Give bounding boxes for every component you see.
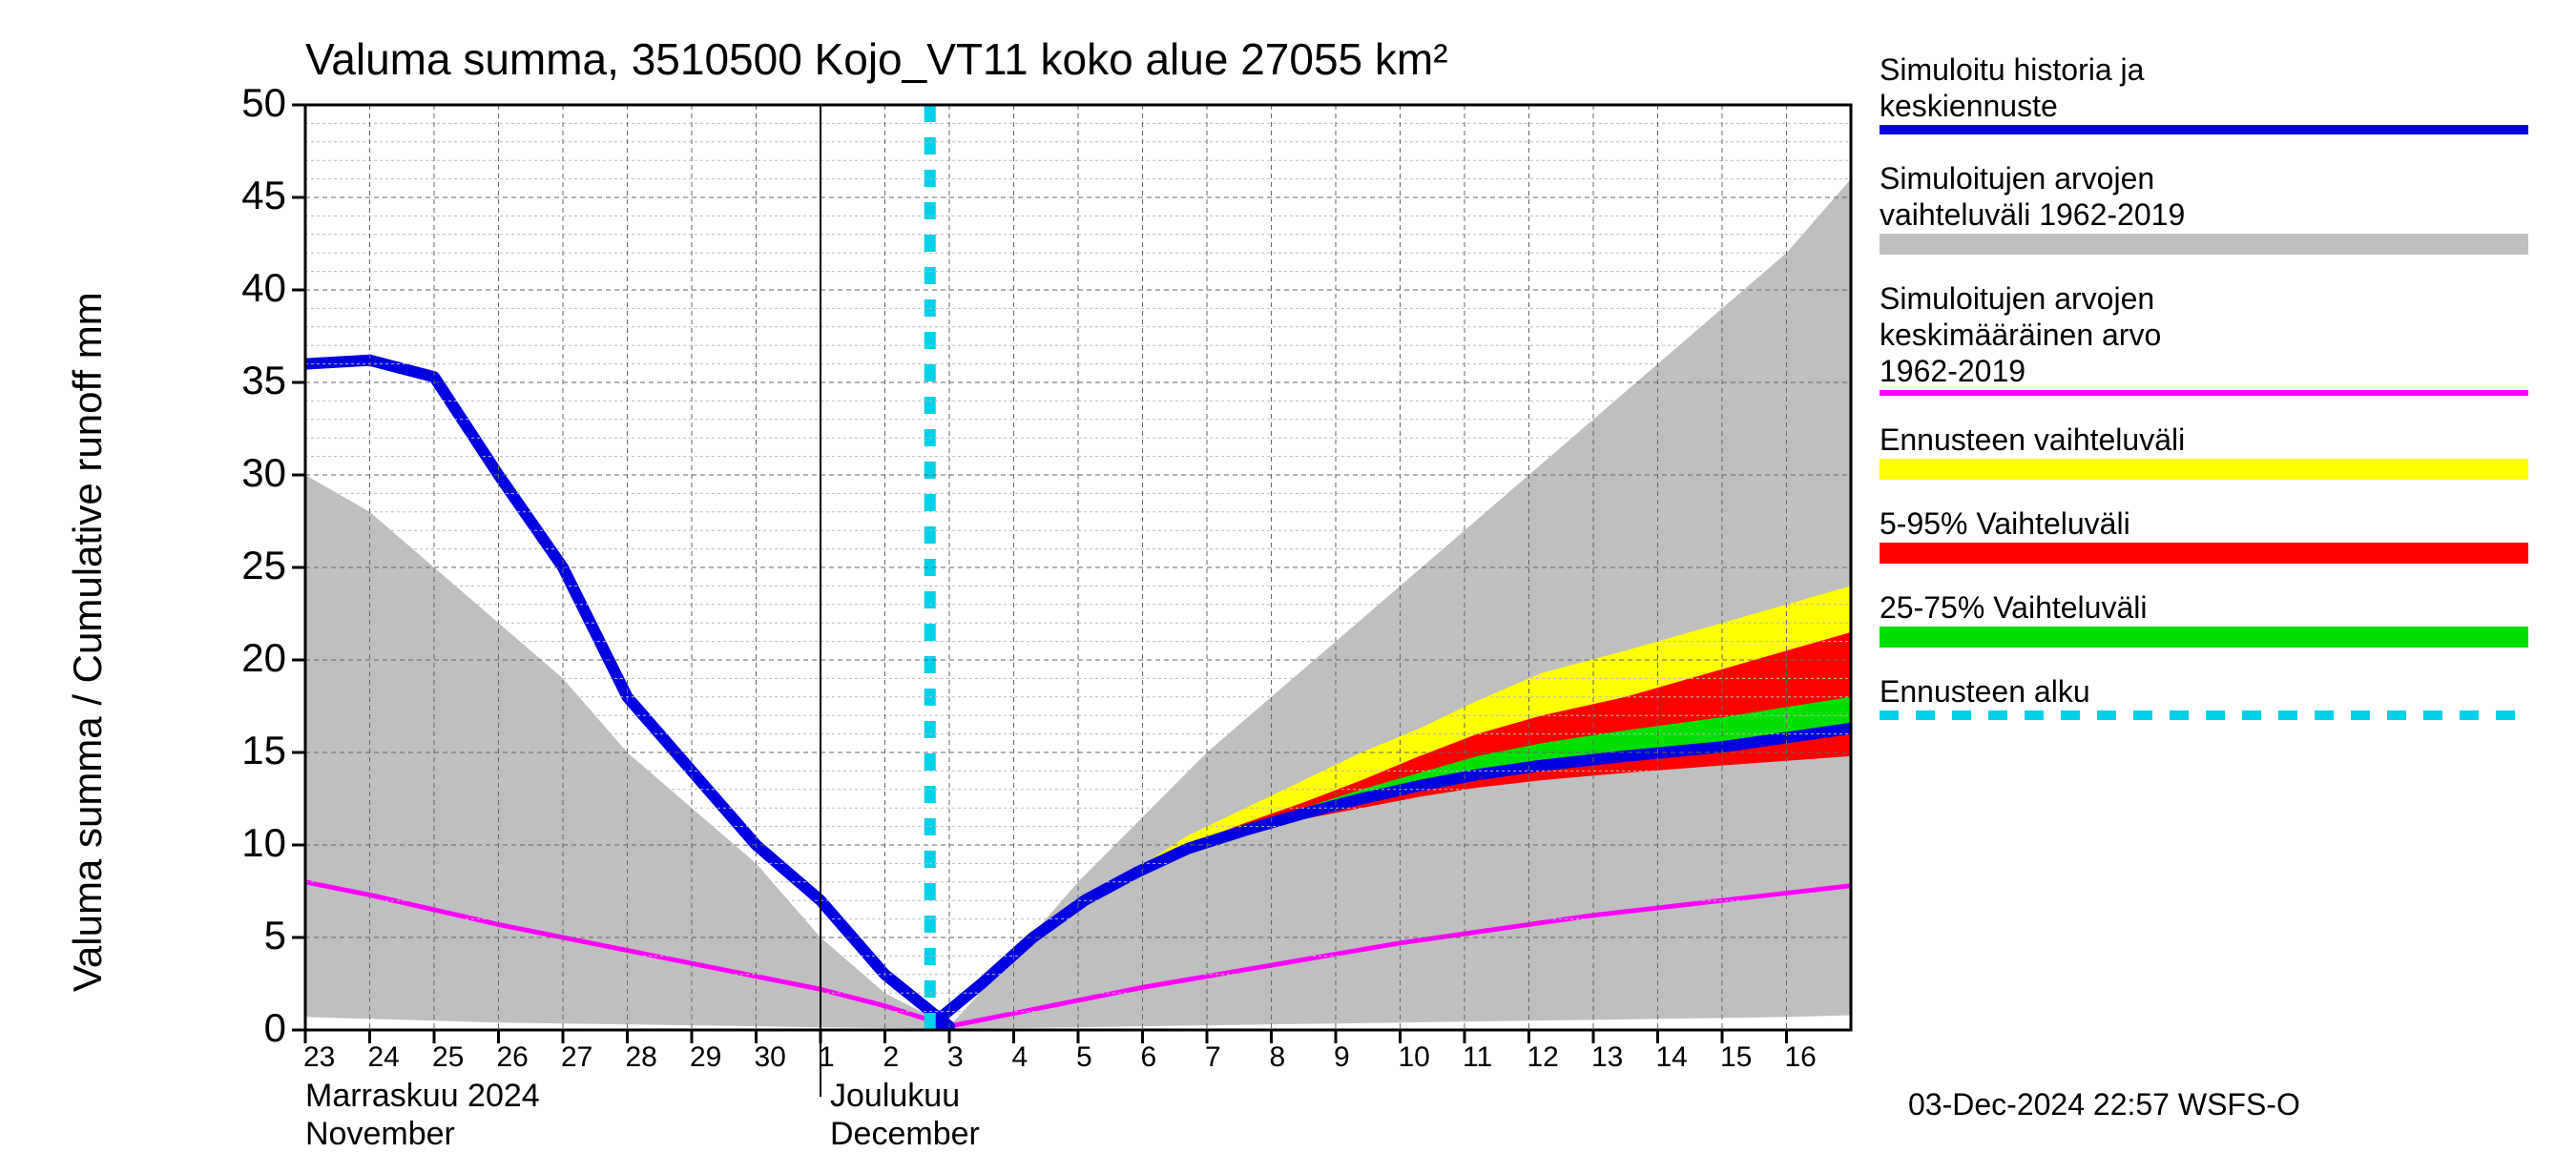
y-tick-label: 5 bbox=[200, 913, 286, 958]
legend-label: 25-75% Vaihteluväli bbox=[1880, 590, 2147, 626]
month-label-1b: November bbox=[305, 1116, 455, 1153]
y-tick-label: 10 bbox=[200, 820, 286, 866]
legend-label: Simuloitujen arvojen bbox=[1880, 161, 2154, 196]
y-tick-label: 50 bbox=[200, 80, 286, 126]
legend-label: Ennusteen alku bbox=[1880, 674, 2090, 710]
x-tick-label: 30 bbox=[755, 1041, 812, 1074]
x-tick-label: 14 bbox=[1656, 1041, 1714, 1074]
x-tick-label: 15 bbox=[1720, 1041, 1777, 1074]
x-tick-label: 24 bbox=[368, 1041, 426, 1074]
legend-label: Simuloitujen arvojen bbox=[1880, 281, 2154, 317]
legend-label: vaihteluväli 1962-2019 bbox=[1880, 197, 2185, 233]
x-tick-label: 5 bbox=[1076, 1041, 1133, 1074]
legend-swatch bbox=[1880, 627, 2528, 648]
y-tick-label: 20 bbox=[200, 635, 286, 681]
x-tick-label: 2 bbox=[883, 1041, 941, 1074]
runoff-chart bbox=[0, 0, 2576, 1144]
month-label-1a: Marraskuu 2024 bbox=[305, 1078, 540, 1115]
x-tick-label: 4 bbox=[1012, 1041, 1070, 1074]
x-tick-label: 9 bbox=[1334, 1041, 1391, 1074]
chart-footer: 03-Dec-2024 22:57 WSFS-O bbox=[1908, 1087, 2300, 1122]
legend-swatch bbox=[1880, 710, 2528, 720]
x-tick-label: 6 bbox=[1141, 1041, 1198, 1074]
y-tick-label: 30 bbox=[200, 450, 286, 496]
legend-swatch bbox=[1880, 459, 2528, 480]
y-tick-label: 45 bbox=[200, 173, 286, 218]
y-tick-label: 0 bbox=[200, 1005, 286, 1051]
legend-swatch bbox=[1880, 125, 2528, 134]
x-tick-label: 10 bbox=[1399, 1041, 1456, 1074]
legend-label: Simuloitu historia ja bbox=[1880, 52, 2144, 88]
x-tick-label: 28 bbox=[626, 1041, 683, 1074]
y-tick-label: 25 bbox=[200, 543, 286, 588]
x-tick-label: 12 bbox=[1527, 1041, 1585, 1074]
x-tick-label: 27 bbox=[561, 1041, 618, 1074]
x-tick-label: 7 bbox=[1205, 1041, 1262, 1074]
legend-label: 5-95% Vaihteluväli bbox=[1880, 506, 2130, 542]
x-tick-label: 23 bbox=[303, 1041, 361, 1074]
y-tick-label: 35 bbox=[200, 358, 286, 403]
legend-label: 1962-2019 bbox=[1880, 354, 2025, 389]
x-tick-label: 1 bbox=[819, 1041, 876, 1074]
legend-label: keskiennuste bbox=[1880, 89, 2058, 124]
y-tick-label: 15 bbox=[200, 728, 286, 773]
month-label-2b: December bbox=[830, 1116, 980, 1153]
y-tick-label: 40 bbox=[200, 265, 286, 311]
x-tick-label: 11 bbox=[1463, 1041, 1520, 1074]
x-tick-label: 13 bbox=[1591, 1041, 1649, 1074]
legend-swatch bbox=[1880, 543, 2528, 564]
x-tick-label: 25 bbox=[432, 1041, 489, 1074]
x-tick-label: 3 bbox=[947, 1041, 1005, 1074]
x-tick-label: 16 bbox=[1785, 1041, 1842, 1074]
legend-label: Ennusteen vaihteluväli bbox=[1880, 422, 2185, 458]
chart-title: Valuma summa, 3510500 Kojo_VT11 koko alu… bbox=[305, 33, 1448, 85]
x-tick-label: 29 bbox=[690, 1041, 747, 1074]
x-tick-label: 8 bbox=[1270, 1041, 1327, 1074]
x-tick-label: 26 bbox=[497, 1041, 554, 1074]
y-axis-label: Valuma summa / Cumulative runoff mm bbox=[65, 292, 111, 992]
legend-swatch bbox=[1880, 390, 2528, 396]
month-label-2a: Joulukuu bbox=[830, 1078, 960, 1115]
legend-label: keskimääräinen arvo bbox=[1880, 318, 2161, 353]
legend-swatch bbox=[1880, 234, 2528, 255]
